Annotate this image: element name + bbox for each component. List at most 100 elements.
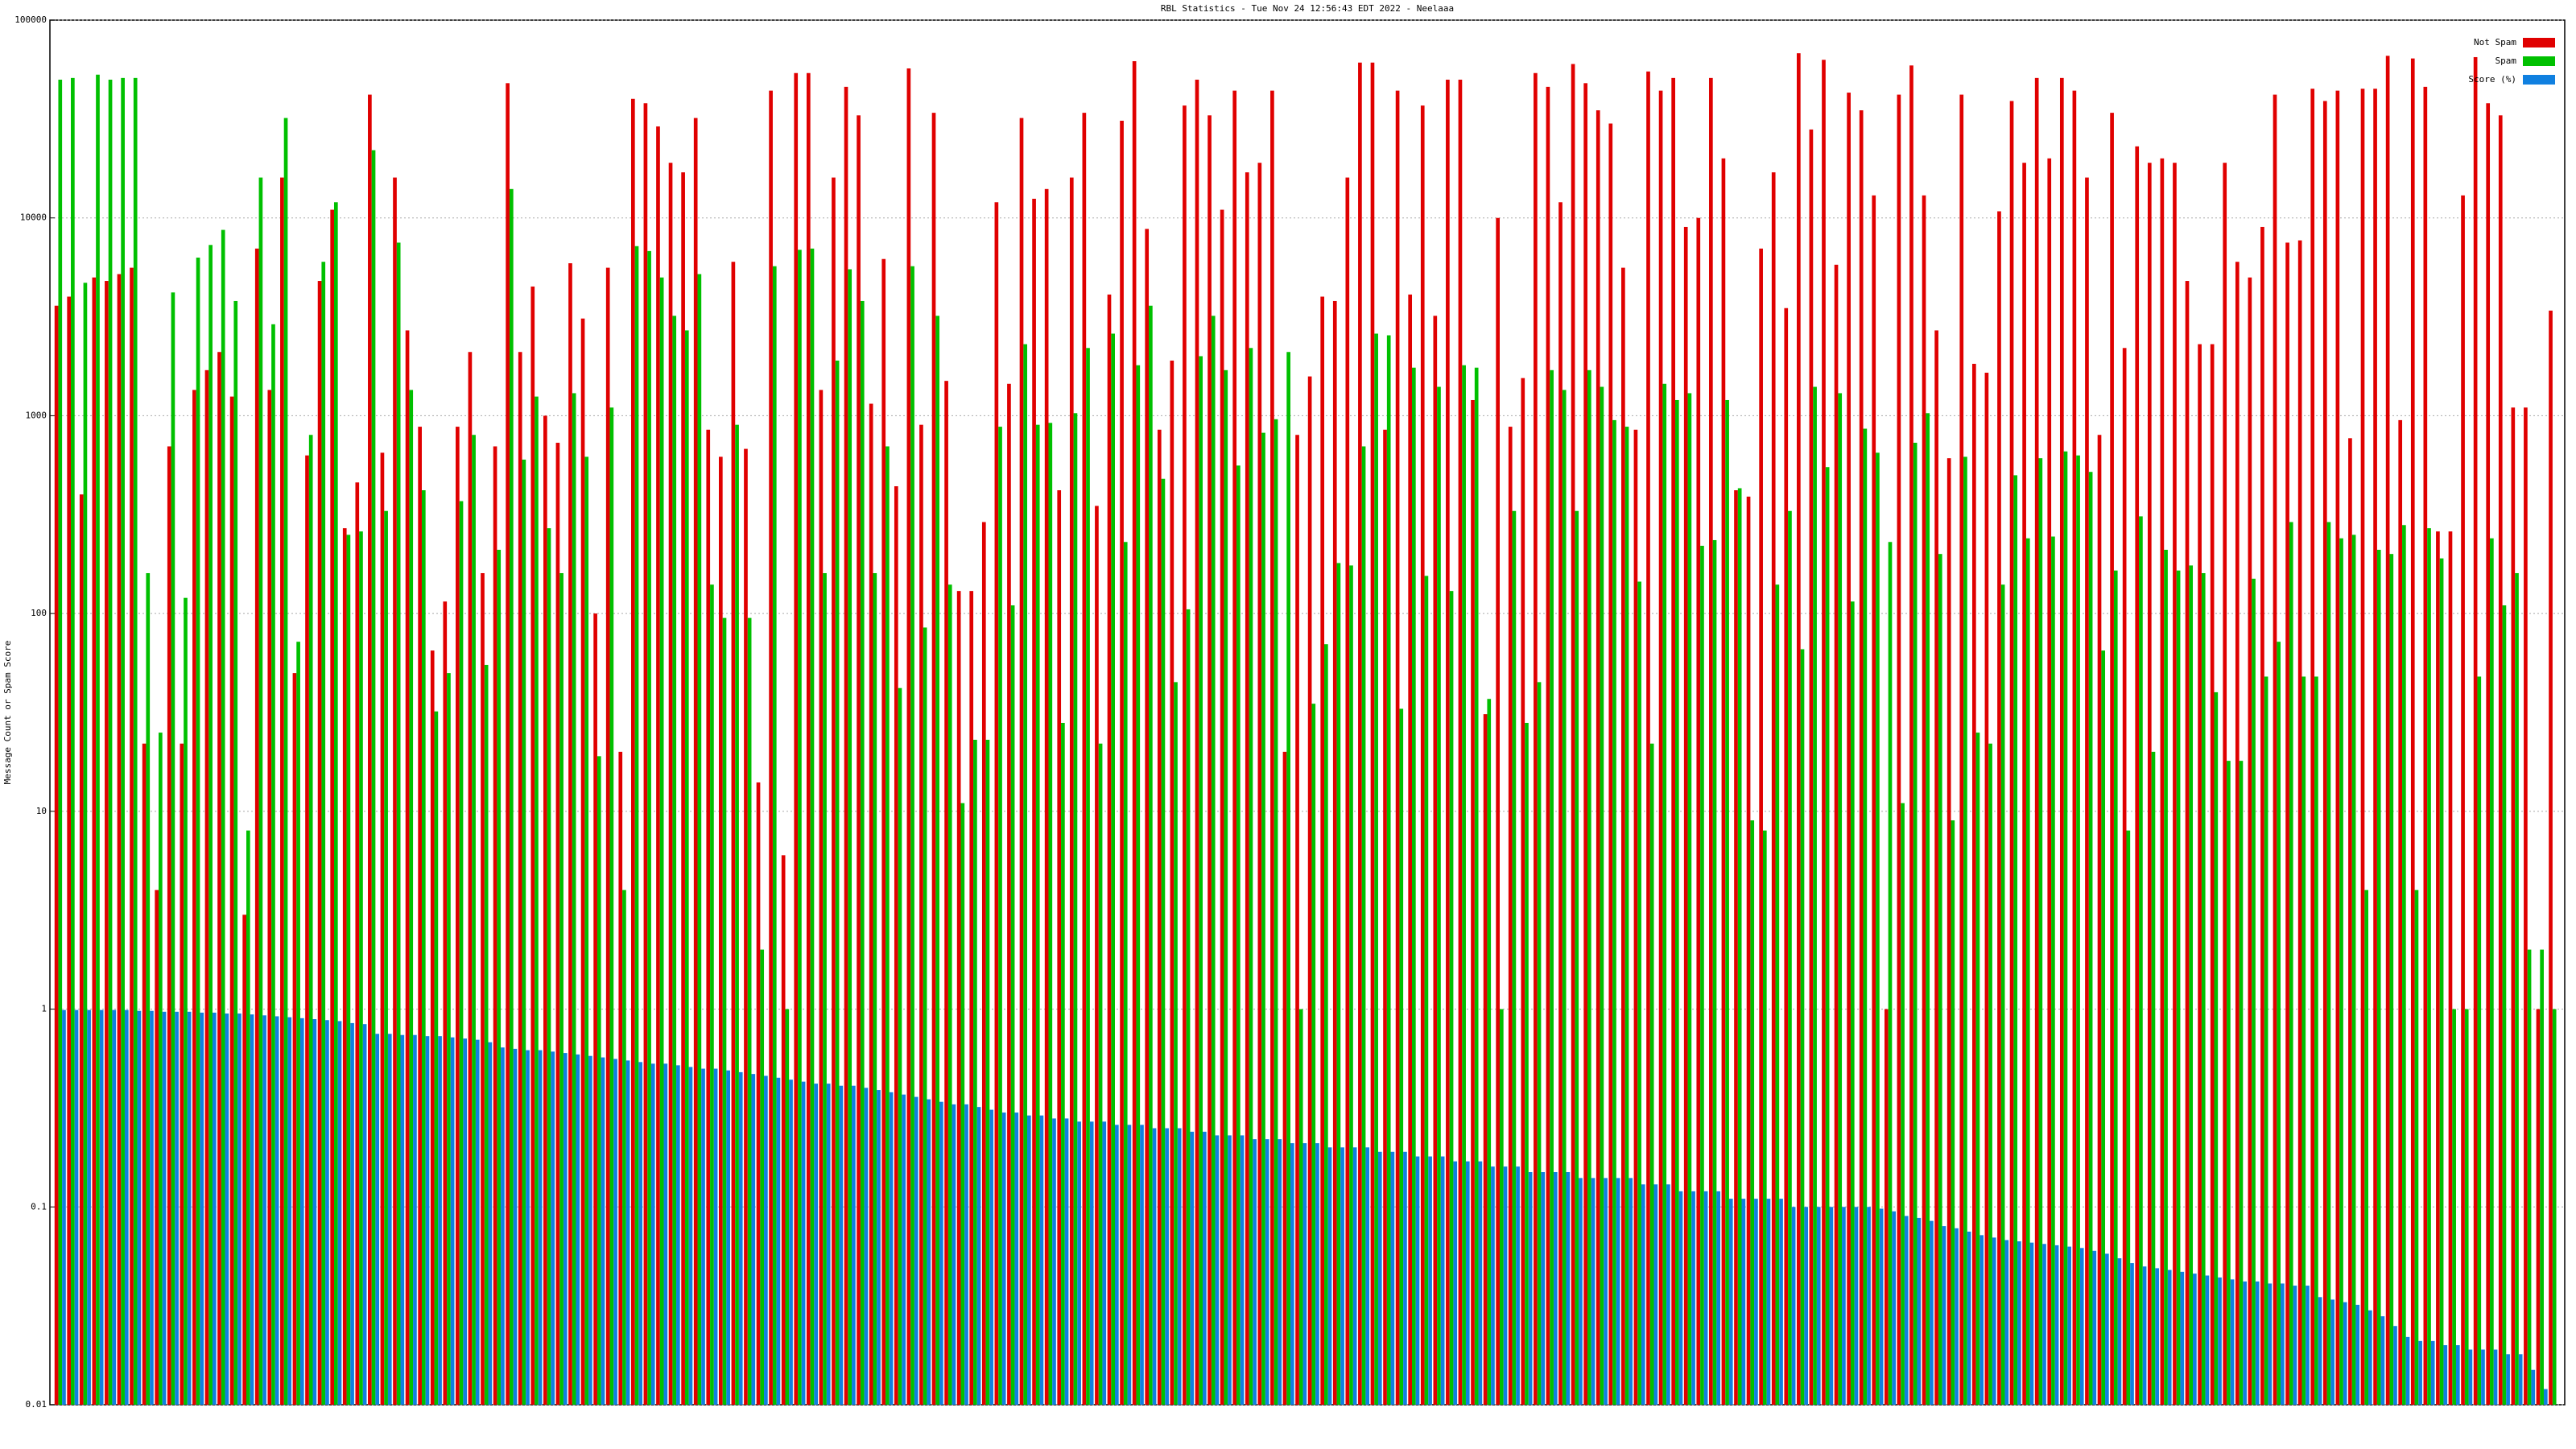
- bar: [1064, 1118, 1069, 1405]
- bar: [346, 535, 351, 1406]
- bar: [233, 300, 238, 1405]
- bar: [484, 664, 489, 1405]
- bar: [1487, 699, 1492, 1405]
- bar: [509, 188, 514, 1405]
- bar: [1537, 682, 1542, 1405]
- bar: [375, 1034, 380, 1405]
- bar: [2343, 1302, 2347, 1405]
- bar: [672, 316, 677, 1405]
- bar: [985, 739, 990, 1405]
- bar: [844, 86, 848, 1405]
- bar: [1800, 649, 1805, 1405]
- bar: [2281, 1283, 2285, 1405]
- bar: [530, 286, 535, 1405]
- bar: [1512, 510, 1517, 1405]
- bar: [1683, 226, 1688, 1406]
- bar: [2515, 572, 2519, 1405]
- bar: [1403, 1151, 1407, 1405]
- bar: [956, 591, 961, 1405]
- bar: [1691, 1191, 1695, 1405]
- bar: [931, 113, 936, 1406]
- bar: [1641, 1184, 1645, 1405]
- bar: [1784, 308, 1789, 1405]
- bar: [1992, 1237, 1996, 1405]
- bar: [2230, 1279, 2235, 1405]
- bar: [2376, 549, 2381, 1405]
- bar: [960, 803, 965, 1405]
- bar: [1876, 452, 1880, 1405]
- bar: [2155, 1268, 2159, 1405]
- bar: [2493, 1349, 2498, 1405]
- bar: [823, 572, 827, 1405]
- bar: [1521, 378, 1525, 1405]
- bar: [1671, 77, 1675, 1405]
- bar: [1140, 1125, 1144, 1405]
- bar: [555, 443, 560, 1405]
- bar: [2335, 90, 2340, 1406]
- bar: [1465, 1161, 1470, 1405]
- bar: [488, 1042, 493, 1405]
- bar: [1208, 115, 1212, 1406]
- bar: [806, 72, 811, 1406]
- bar: [1446, 79, 1450, 1405]
- bar: [2092, 1250, 2097, 1405]
- bar: [1428, 1156, 1432, 1405]
- bar: [1073, 413, 1078, 1405]
- bar: [184, 597, 188, 1405]
- bar: [1938, 554, 1942, 1405]
- bar: [2368, 1310, 2372, 1405]
- bar: [2210, 344, 2215, 1405]
- bar: [1984, 372, 1989, 1406]
- bar: [2524, 407, 2528, 1405]
- bar: [108, 79, 113, 1405]
- y-tick-label: 10000: [20, 213, 47, 223]
- bar: [2502, 605, 2507, 1405]
- bar: [1199, 356, 1203, 1406]
- bar: [2038, 458, 2043, 1406]
- bar: [225, 1013, 229, 1405]
- bar: [2260, 226, 2264, 1406]
- bar: [2072, 90, 2077, 1406]
- bar: [1149, 305, 1153, 1406]
- bar: [333, 202, 338, 1406]
- bar: [1872, 195, 1876, 1405]
- bar: [2314, 676, 2318, 1405]
- bar: [74, 1009, 79, 1405]
- bar: [919, 424, 923, 1405]
- bar: [1662, 383, 1667, 1406]
- bar: [848, 269, 852, 1406]
- bar: [998, 427, 1002, 1405]
- bar: [1295, 435, 1299, 1405]
- bar: [2364, 890, 2369, 1405]
- bar: [650, 1063, 655, 1405]
- bar: [2173, 163, 2177, 1405]
- bar: [2498, 115, 2503, 1406]
- bar: [781, 855, 786, 1405]
- bar: [468, 352, 473, 1406]
- bar: [2393, 1326, 2397, 1405]
- bar: [418, 427, 422, 1405]
- bar: [1478, 1161, 1483, 1405]
- bar: [1499, 1009, 1504, 1405]
- bar: [1653, 1184, 1658, 1405]
- bar: [1157, 429, 1162, 1405]
- bar: [2054, 1245, 2059, 1405]
- bar: [522, 459, 526, 1406]
- bar: [1967, 1231, 1971, 1405]
- bar: [1177, 1128, 1182, 1405]
- bar: [1082, 113, 1087, 1406]
- bar: [886, 446, 890, 1405]
- bar: [697, 274, 702, 1405]
- bar: [1298, 1009, 1303, 1405]
- bar: [576, 1054, 580, 1405]
- bar: [1666, 1184, 1670, 1405]
- bar: [2339, 538, 2343, 1406]
- bar: [180, 743, 184, 1405]
- bar: [472, 435, 476, 1405]
- bar: [71, 77, 75, 1405]
- bar: [2423, 86, 2428, 1405]
- bar: [1930, 1220, 1934, 1405]
- bar: [2518, 1354, 2523, 1405]
- bar: [155, 890, 159, 1405]
- y-tick-label: 100000: [14, 14, 47, 25]
